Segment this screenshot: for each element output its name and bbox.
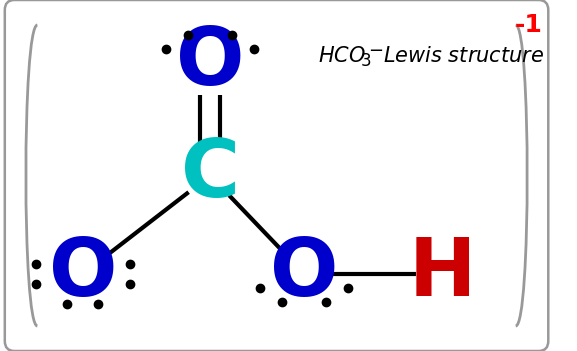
Text: $\mathit{3}$: $\mathit{3}$ (360, 52, 372, 70)
Text: $\mathit{-}$: $\mathit{-}$ (368, 40, 383, 58)
FancyBboxPatch shape (5, 0, 548, 351)
Text: O: O (270, 235, 338, 313)
Text: $\mathit{HCO}$: $\mathit{HCO}$ (318, 46, 366, 66)
Text: $\mathit{Lewis\ structure}$: $\mathit{Lewis\ structure}$ (383, 46, 545, 66)
Text: H: H (409, 235, 476, 313)
Text: C: C (181, 137, 239, 214)
Text: O: O (49, 235, 117, 313)
Text: O: O (176, 24, 244, 102)
Text: -1: -1 (514, 13, 542, 37)
